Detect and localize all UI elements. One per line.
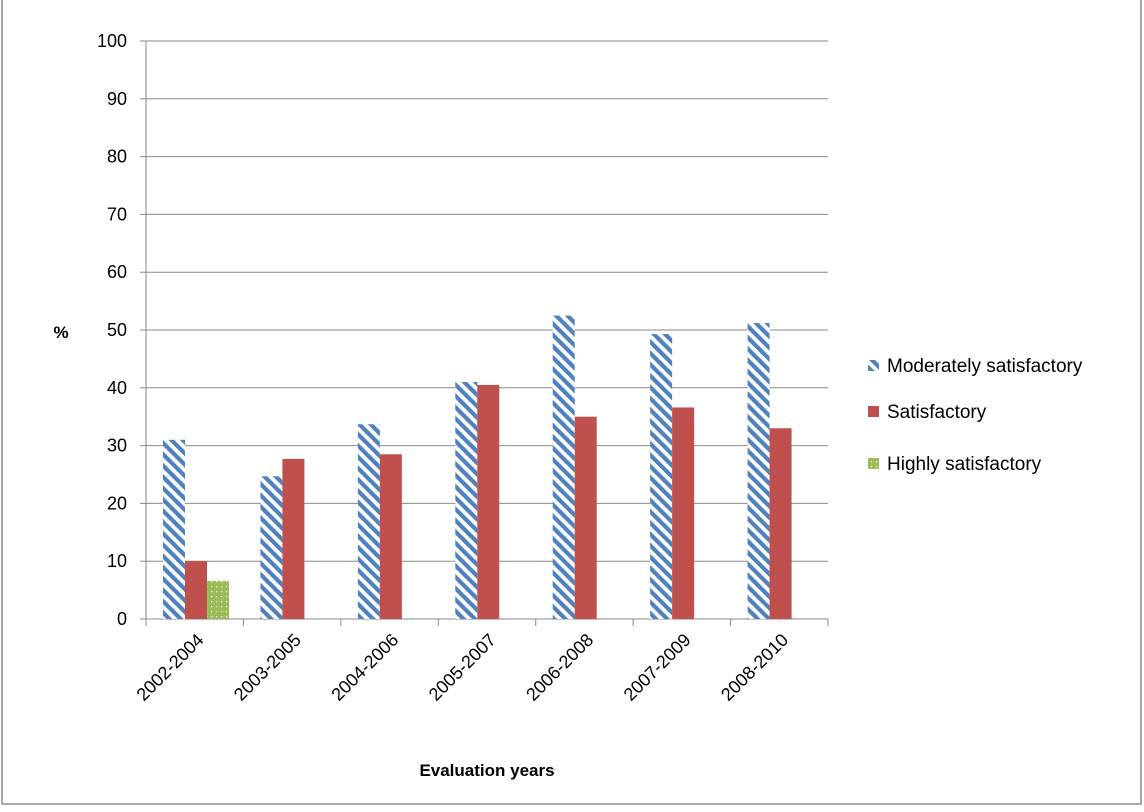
bar-moderately-satisfactory-2005-2007 — [455, 382, 478, 619]
y-tick-label: 0 — [117, 609, 127, 629]
bars — [163, 315, 792, 619]
bar-satisfactory-2002-2004 — [185, 561, 207, 619]
legend-swatch-moderately-satisfactory — [868, 360, 879, 371]
legend-swatch-satisfactory — [868, 406, 879, 417]
bar-satisfactory-2006-2008 — [574, 416, 597, 619]
legend-label: Satisfactory — [887, 402, 987, 423]
y-tick-label: 30 — [107, 436, 127, 456]
y-tick-label: 20 — [107, 493, 127, 513]
bar-highly-satisfactory-2002-2004 — [207, 580, 229, 619]
y-tick-label: 40 — [107, 378, 127, 398]
y-tick-label: 70 — [107, 204, 127, 224]
y-tick-label: 100 — [97, 31, 127, 51]
bar-moderately-satisfactory-2004-2006 — [357, 424, 380, 619]
legend-swatch-highly-satisfactory — [868, 458, 879, 469]
legend-label: Moderately satisfactory — [887, 356, 1083, 377]
bar-moderately-satisfactory-2007-2009 — [650, 334, 673, 619]
y-tick-label: 50 — [107, 320, 127, 340]
x-axis-title: Evaluation years — [419, 761, 554, 780]
bar-moderately-satisfactory-2002-2004 — [163, 439, 185, 619]
y-axis-title: % — [53, 323, 68, 342]
bar-moderately-satisfactory-2006-2008 — [552, 315, 575, 619]
bar-satisfactory-2008-2010 — [769, 428, 792, 619]
legend: Moderately satisfactory Satisfactory Highl… — [868, 356, 1083, 475]
y-tick-label: 10 — [107, 551, 127, 571]
y-tick-label: 80 — [107, 147, 127, 167]
bar-satisfactory-2007-2009 — [672, 407, 695, 619]
bar-satisfactory-2003-2005 — [282, 458, 305, 619]
bar-moderately-satisfactory-2003-2005 — [260, 476, 283, 619]
bar-satisfactory-2005-2007 — [477, 384, 500, 619]
bar-moderately-satisfactory-2008-2010 — [747, 323, 770, 619]
y-tick-label: 90 — [107, 89, 127, 109]
legend-label: Highly satisfactory — [887, 454, 1042, 475]
y-tick-label: 60 — [107, 262, 127, 282]
bar-satisfactory-2004-2006 — [379, 454, 402, 619]
